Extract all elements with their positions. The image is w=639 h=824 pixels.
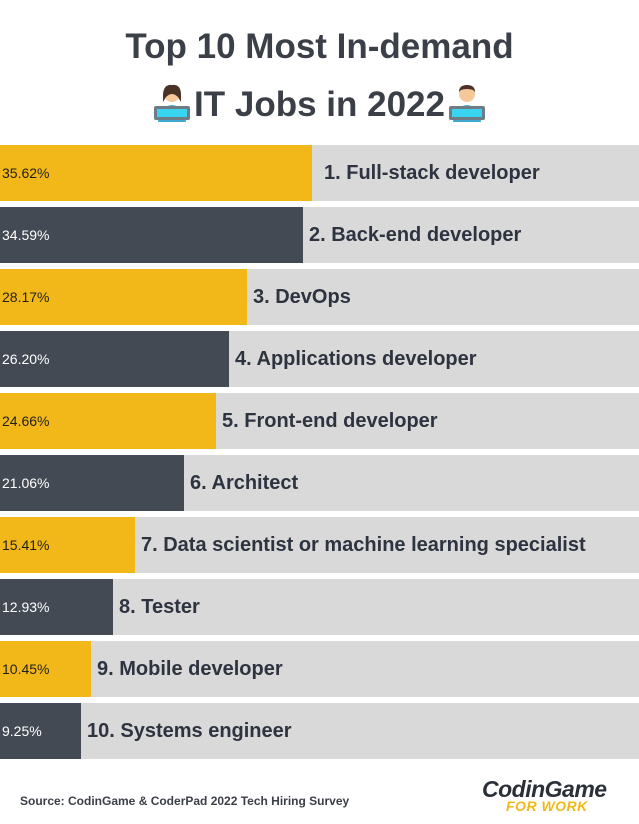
source-note: Source: CodinGame & CoderPad 2022 Tech H…: [20, 794, 350, 808]
value-label: 34.59%: [2, 227, 50, 243]
bar-row: 35.62% 1. Full-stack developer: [0, 145, 639, 201]
value-label: 28.17%: [2, 289, 50, 305]
value-label: 10.45%: [2, 661, 50, 677]
category-label: 7. Data scientist or machine learning sp…: [141, 534, 586, 556]
bar: [0, 579, 113, 635]
category-label: 9. Mobile developer: [97, 658, 283, 680]
bar: [0, 641, 91, 697]
bar: [0, 145, 312, 201]
bar: [0, 393, 216, 449]
bar-chart: 35.62% 1. Full-stack developer 34.59% 2. Ba…: [0, 145, 639, 759]
category-label: 6. Architect: [190, 472, 299, 494]
category-label: 8. Tester: [119, 596, 200, 618]
bar: [0, 455, 184, 511]
bar-row: 21.06% 6. Architect: [0, 455, 639, 511]
value-label: 26.20%: [2, 351, 50, 367]
title-line-1: Top 10 Most In-demand: [125, 27, 514, 66]
bar-row: 26.20% 4. Applications developer: [0, 331, 639, 387]
category-label: 3. DevOps: [253, 286, 351, 308]
bar: [0, 703, 81, 759]
logo-main-text: CodinGame: [482, 776, 607, 802]
chart-title: Top 10 Most In-demand IT Jobs in 2022: [0, 18, 639, 134]
bar: [0, 331, 229, 387]
logo-sub-text: FOR WORK: [506, 798, 588, 814]
bar: [0, 517, 135, 573]
value-label: 12.93%: [2, 599, 50, 615]
bar: [0, 269, 247, 325]
codingame-logo: CodinGame FOR WORK: [482, 776, 632, 818]
title-text: IT Jobs in 2022: [194, 85, 445, 124]
value-label: 24.66%: [2, 413, 50, 429]
value-label: 35.62%: [2, 165, 50, 181]
bar-row: 34.59% 2. Back-end developer: [0, 207, 639, 263]
title-line-2: IT Jobs in 2022: [0, 76, 639, 134]
category-label: 4. Applications developer: [235, 348, 477, 370]
bar-row: 9.25% 10. Systems engineer: [0, 703, 639, 759]
category-label: 10. Systems engineer: [87, 720, 292, 742]
value-label: 21.06%: [2, 475, 50, 491]
bar: [0, 207, 303, 263]
category-label: 2. Back-end developer: [309, 224, 522, 246]
bar-row: 10.45% 9. Mobile developer: [0, 641, 639, 697]
category-label: 5. Front-end developer: [222, 410, 438, 432]
value-label: 15.41%: [2, 537, 50, 553]
category-label: 1. Full-stack developer: [324, 162, 540, 184]
bar-row: 24.66% 5. Front-end developer: [0, 393, 639, 449]
man-technologist-icon: [448, 85, 485, 122]
woman-technologist-icon: [154, 84, 191, 122]
value-label: 9.25%: [2, 723, 42, 739]
bar-row: 28.17% 3. DevOps: [0, 269, 639, 325]
bar-row: 12.93% 8. Tester: [0, 579, 639, 635]
bar-row: 15.41% 7. Data scientist or machine learn…: [0, 517, 639, 573]
